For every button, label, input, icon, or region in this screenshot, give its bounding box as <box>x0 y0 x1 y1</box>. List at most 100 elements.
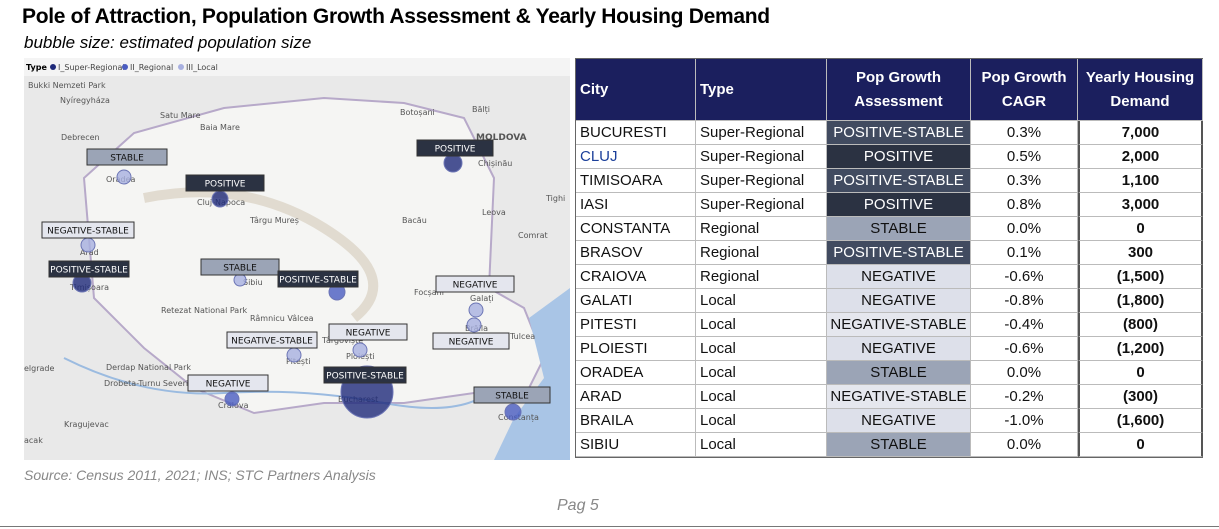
place-name: Nyíregyháza <box>60 96 110 105</box>
bubble-label: STABLE <box>110 154 144 164</box>
assessment-cell: POSITIVE <box>827 193 971 217</box>
legend-title: Type <box>26 63 47 72</box>
cagr-cell: -0.6% <box>971 337 1078 361</box>
place-name: Tulcea <box>509 332 535 341</box>
type-cell: Local <box>696 289 827 313</box>
place-name: Arad <box>80 248 99 257</box>
bubble-label-box <box>226 331 318 349</box>
map: Type I_Super-Regional II_Regional III_Local… <box>24 58 570 460</box>
demand-cell: (300) <box>1078 385 1203 409</box>
bubble-label: POSITIVE-STABLE <box>279 276 357 286</box>
legend-item: II_Regional <box>130 63 173 72</box>
demand-cell: (800) <box>1078 313 1203 337</box>
assessment-cell: NEGATIVE <box>827 289 971 313</box>
type-cell: Local <box>696 385 827 409</box>
place-name: elgrade <box>24 364 54 373</box>
bubble <box>468 302 484 318</box>
cagr-cell: 0.1% <box>971 241 1078 265</box>
city-cell: TIMISOARA <box>576 169 696 193</box>
assessment-cell: NEGATIVE <box>827 337 971 361</box>
assessment-cell: STABLE <box>827 217 971 241</box>
type-cell: Local <box>696 433 827 457</box>
bubble-label-box <box>187 374 269 392</box>
bubble-label: STABLE <box>223 264 257 274</box>
assessment-cell: POSITIVE-STABLE <box>827 241 971 265</box>
bubble-label-box <box>86 148 168 166</box>
demand-cell: (1,800) <box>1078 289 1203 313</box>
assessment-cell: STABLE <box>827 433 971 457</box>
mountains <box>143 187 379 322</box>
bubble-label: NEGATIVE <box>453 281 498 291</box>
bubble-label: NEGATIVE-STABLE <box>47 227 129 237</box>
demand-cell: 0 <box>1078 217 1203 241</box>
bubble-label: STABLE <box>495 392 529 402</box>
demand-cell: (1,500) <box>1078 265 1203 289</box>
type-cell: Regional <box>696 217 827 241</box>
legend-dot <box>50 64 56 70</box>
table-header: Pop Growth Assessment <box>827 59 971 121</box>
city-cell: GALATI <box>576 289 696 313</box>
bubble-label-box <box>185 174 265 192</box>
place-name: Retezat National Park <box>161 306 247 315</box>
bubble-label: POSITIVE-STABLE <box>326 372 404 382</box>
title: Pole of Attraction, Population Growth As… <box>22 5 770 28</box>
city-cell: CRAIOVA <box>576 265 696 289</box>
bubble-label-box <box>416 139 494 157</box>
place-name: Târgu Mureș <box>249 216 299 226</box>
bubble <box>352 342 368 358</box>
place-name: Tighi <box>545 194 565 203</box>
city-cell: BUCURESTI <box>576 121 696 145</box>
assessment-cell: NEGATIVE-STABLE <box>827 385 971 409</box>
bubble-label-box <box>435 275 515 293</box>
type-cell: Regional <box>696 265 827 289</box>
bubble-label: NEGATIVE-STABLE <box>231 337 313 347</box>
cagr-cell: 0.3% <box>971 121 1078 145</box>
bubble-label: POSITIVE <box>435 145 476 155</box>
bubble <box>224 391 240 407</box>
type-cell: Super-Regional <box>696 145 827 169</box>
type-cell: Regional <box>696 241 827 265</box>
type-cell: Local <box>696 313 827 337</box>
place-name: Chișinău <box>478 159 512 169</box>
cagr-cell: -0.2% <box>971 385 1078 409</box>
rule <box>0 526 1219 527</box>
place-name: Kragujevac <box>64 420 109 429</box>
bubble <box>80 237 96 253</box>
city-cell: BRAILA <box>576 409 696 433</box>
legend-bg <box>24 58 570 76</box>
place-name: Botoșani <box>400 108 435 118</box>
cagr-cell: 0.0% <box>971 433 1078 457</box>
demand-cell: (1,600) <box>1078 409 1203 433</box>
place-name: Galați <box>470 294 494 304</box>
page-number: Pag 5 <box>557 497 599 514</box>
demand-cell: 7,000 <box>1078 121 1203 145</box>
bubble-label-box <box>323 366 407 384</box>
bubble-label-box <box>48 260 130 278</box>
bubble <box>211 190 229 208</box>
cagr-cell: 0.3% <box>971 169 1078 193</box>
cagr-cell: 0.0% <box>971 361 1078 385</box>
table-header: City <box>576 59 696 121</box>
city-cell: PLOIESTI <box>576 337 696 361</box>
city-cell: ARAD <box>576 385 696 409</box>
bubble-label: POSITIVE-STABLE <box>50 266 128 276</box>
place-name: Drobeta-Turnu Severin <box>104 379 193 388</box>
demand-cell: 2,000 <box>1078 145 1203 169</box>
cagr-cell: 0.5% <box>971 145 1078 169</box>
assessment-cell: POSITIVE-STABLE <box>827 169 971 193</box>
bubble <box>116 169 132 185</box>
place-name: Derdap National Park <box>106 363 191 372</box>
bubble-label-box <box>200 258 280 276</box>
cagr-cell: -0.4% <box>971 313 1078 337</box>
place-name: Leova <box>482 208 506 217</box>
city-cell: IASI <box>576 193 696 217</box>
place-name: MOLDOVA <box>476 133 527 143</box>
place-name: Satu Mare <box>160 111 201 120</box>
cagr-cell: -0.8% <box>971 289 1078 313</box>
bubble <box>443 153 463 173</box>
bubble-label-box <box>41 221 135 239</box>
bubble-label: POSITIVE <box>205 180 246 190</box>
bubble-label-box <box>432 332 510 350</box>
source: Source: Census 2011, 2021; INS; STC Part… <box>24 467 376 483</box>
